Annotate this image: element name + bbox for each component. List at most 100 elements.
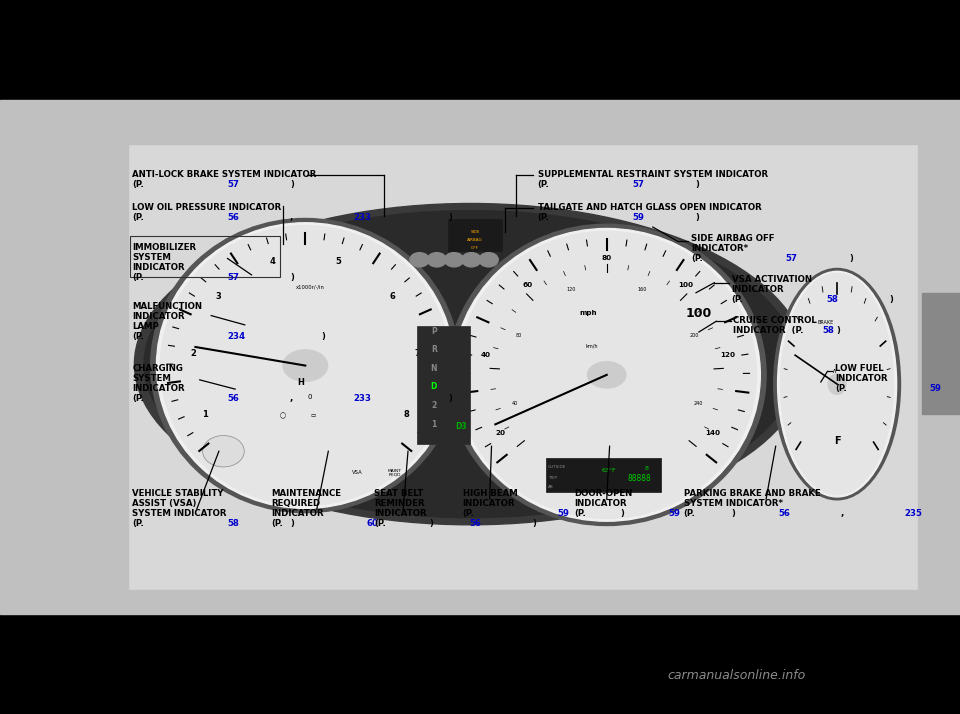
Text: 8: 8 <box>645 466 649 471</box>
Text: SUPPLEMENTAL RESTRAINT SYSTEM INDICATOR: SUPPLEMENTAL RESTRAINT SYSTEM INDICATOR <box>538 170 768 179</box>
Text: 160: 160 <box>637 286 647 291</box>
Circle shape <box>462 253 481 267</box>
Text: ▭: ▭ <box>310 413 315 418</box>
Text: (P.: (P. <box>684 509 695 518</box>
Text: REQUIRED: REQUIRED <box>272 499 321 508</box>
Text: (P.: (P. <box>732 295 743 304</box>
Text: SEAT BELT: SEAT BELT <box>374 489 423 498</box>
Text: INDICATOR  (P.: INDICATOR (P. <box>733 326 804 336</box>
Text: ): ) <box>290 180 294 189</box>
Text: PARKING BRAKE AND BRAKE: PARKING BRAKE AND BRAKE <box>684 489 820 498</box>
Text: D3: D3 <box>455 422 467 431</box>
Bar <box>130 236 280 277</box>
Text: CHARGING: CHARGING <box>132 364 183 373</box>
Text: 234: 234 <box>228 332 245 341</box>
Bar <box>0 100 960 614</box>
Circle shape <box>479 253 498 267</box>
Ellipse shape <box>828 374 846 394</box>
Text: (P.: (P. <box>132 180 144 189</box>
Circle shape <box>410 253 429 267</box>
Text: TAILGATE AND HATCH GLASS OPEN INDICATOR: TAILGATE AND HATCH GLASS OPEN INDICATOR <box>538 203 761 213</box>
Text: ): ) <box>322 332 325 341</box>
Text: 140: 140 <box>706 431 721 436</box>
Text: 56: 56 <box>228 213 239 223</box>
Text: carmanualsonline.info: carmanualsonline.info <box>667 669 805 682</box>
Ellipse shape <box>160 226 450 506</box>
Text: 58: 58 <box>827 295 838 304</box>
Bar <box>130 146 917 589</box>
Circle shape <box>427 253 446 267</box>
Text: P: P <box>431 327 437 336</box>
Text: 1: 1 <box>431 420 437 428</box>
Text: 100: 100 <box>678 282 693 288</box>
Text: 57: 57 <box>633 180 644 189</box>
Text: 40: 40 <box>512 401 517 406</box>
Text: (P.: (P. <box>132 519 144 528</box>
Text: 59: 59 <box>669 509 681 518</box>
Text: LOW FUEL: LOW FUEL <box>835 364 884 373</box>
Text: ,: , <box>290 213 297 223</box>
Text: ): ) <box>448 394 452 403</box>
Text: 240: 240 <box>694 401 704 406</box>
Text: 60: 60 <box>367 519 378 528</box>
Text: MALFUNCTION: MALFUNCTION <box>132 302 203 311</box>
Text: SIDE: SIDE <box>470 230 480 233</box>
Text: MAINT
REQD: MAINT REQD <box>388 468 401 477</box>
Text: INDICATOR: INDICATOR <box>374 509 427 518</box>
Text: 56: 56 <box>469 519 481 528</box>
Text: OFF: OFF <box>471 246 479 250</box>
Text: (P.: (P. <box>574 509 586 518</box>
Text: IMMOBILIZER: IMMOBILIZER <box>132 243 197 252</box>
Text: 56: 56 <box>779 509 790 518</box>
Text: 0: 0 <box>308 394 312 400</box>
Text: MAINTENANCE: MAINTENANCE <box>272 489 342 498</box>
Text: BRAKE: BRAKE <box>817 320 833 325</box>
Text: 20: 20 <box>495 431 505 436</box>
Text: ): ) <box>732 509 735 518</box>
Text: N: N <box>431 364 437 373</box>
Text: ASSIST (VSA): ASSIST (VSA) <box>132 499 197 508</box>
Text: 6: 6 <box>389 291 395 301</box>
Text: INDICATOR: INDICATOR <box>463 499 516 508</box>
Text: ◯: ◯ <box>280 413 286 418</box>
Text: 120: 120 <box>720 351 735 358</box>
Text: (P.: (P. <box>538 213 549 223</box>
Text: VEHICLE STABILITY: VEHICLE STABILITY <box>132 489 224 498</box>
Text: INDICATOR: INDICATOR <box>732 285 784 294</box>
Text: (P.: (P. <box>132 394 144 403</box>
Text: 80: 80 <box>516 333 522 338</box>
Text: ,: , <box>841 509 848 518</box>
Text: OUTSIDE: OUTSIDE <box>548 466 566 469</box>
Text: (P.: (P. <box>132 273 144 282</box>
Text: INDICATOR: INDICATOR <box>132 263 185 272</box>
Text: 7: 7 <box>415 349 420 358</box>
Text: mph: mph <box>580 311 597 316</box>
Text: 8: 8 <box>403 411 409 419</box>
Text: AIRBAG: AIRBAG <box>468 238 483 242</box>
Ellipse shape <box>203 436 244 467</box>
Text: 57: 57 <box>228 273 239 282</box>
Bar <box>546 458 661 492</box>
Text: ANTI-LOCK BRAKE SYSTEM INDICATOR: ANTI-LOCK BRAKE SYSTEM INDICATOR <box>132 170 317 179</box>
Text: ): ) <box>620 509 624 518</box>
Text: 120: 120 <box>566 286 576 291</box>
Text: DOOR-OPEN: DOOR-OPEN <box>574 489 633 498</box>
Ellipse shape <box>453 228 760 521</box>
Bar <box>417 326 470 444</box>
Text: AB: AB <box>548 486 554 489</box>
Text: 58: 58 <box>228 519 239 528</box>
Text: (P.: (P. <box>463 509 474 518</box>
Text: (P.: (P. <box>691 254 703 263</box>
Text: H: H <box>297 378 304 387</box>
Ellipse shape <box>774 268 900 500</box>
Text: SYSTEM INDICATOR*: SYSTEM INDICATOR* <box>684 499 782 508</box>
Text: 2: 2 <box>431 401 437 410</box>
Text: 88888: 88888 <box>628 474 651 483</box>
Text: ): ) <box>448 213 452 223</box>
Text: 40: 40 <box>481 351 491 358</box>
Text: (P.: (P. <box>272 519 283 528</box>
Text: 5: 5 <box>335 257 341 266</box>
Text: R: R <box>431 346 437 354</box>
Text: (P.: (P. <box>835 384 847 393</box>
Text: INDICATOR: INDICATOR <box>132 384 185 393</box>
